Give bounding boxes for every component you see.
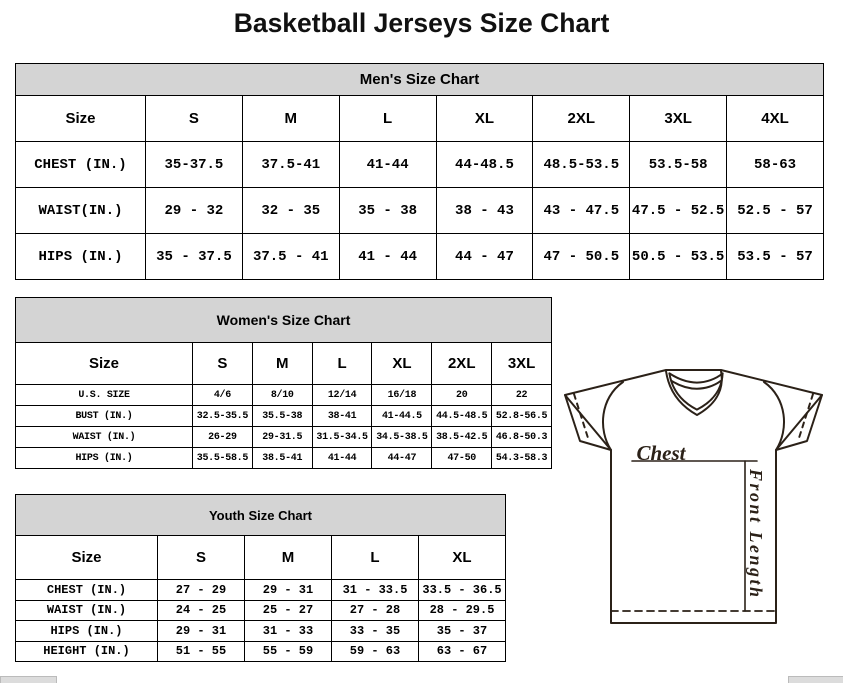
svg-text:Front Length: Front Length [746, 468, 766, 600]
svg-text:Chest: Chest [636, 441, 686, 465]
